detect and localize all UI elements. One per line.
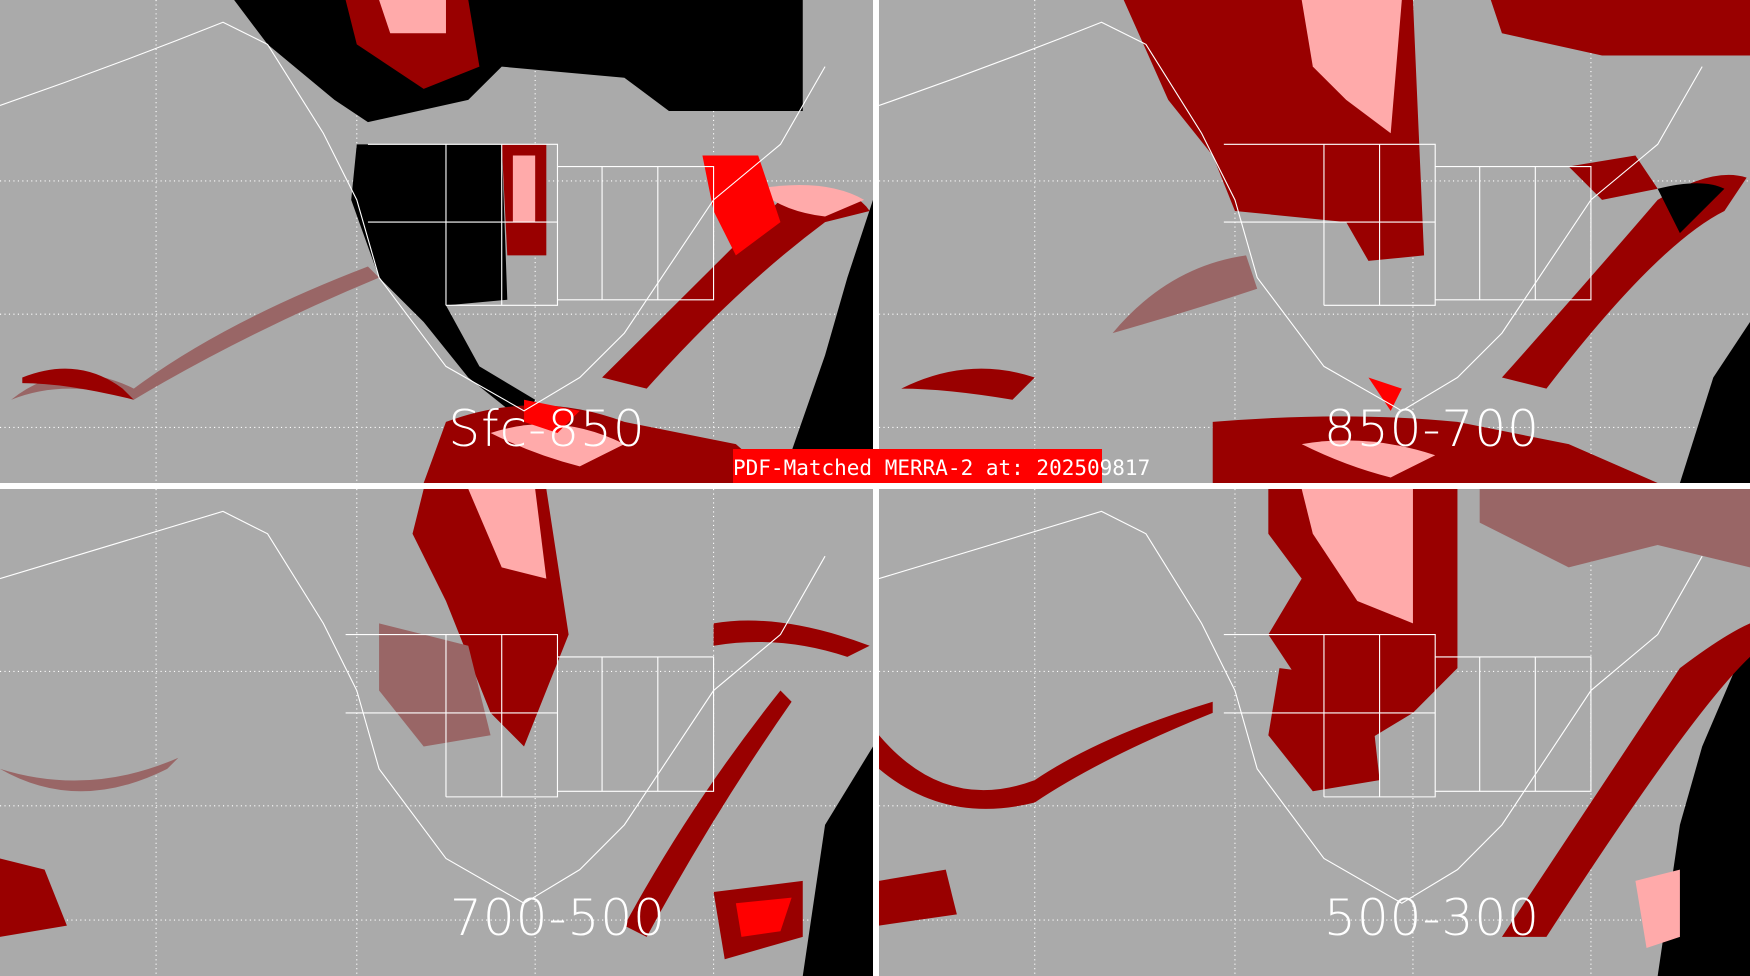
panel-700-500: 700-500 (0, 489, 873, 976)
panel-500-300: 500-300 (879, 489, 1750, 976)
no-data-region (234, 0, 803, 123)
map-700-500 (0, 489, 873, 976)
coastlines (879, 21, 1703, 412)
map-sfc-850 (0, 0, 873, 483)
panel-label: 500-300 (1324, 889, 1540, 947)
panel-850-700: 850-700 (879, 0, 1750, 483)
panel-label: Sfc-850 (448, 400, 646, 458)
no-data-region (351, 144, 536, 422)
panel-sfc-850: Sfc-850 (0, 0, 873, 483)
panel-label: 700-500 (450, 889, 666, 947)
coastlines (0, 510, 826, 904)
no-data-region (780, 199, 873, 483)
coastlines (879, 510, 1703, 904)
map-500-300 (879, 489, 1750, 976)
map-850-700 (879, 0, 1750, 483)
figure-title: PDF-Matched MERRA-2 at: 202509817 (733, 456, 1151, 480)
no-data-region (802, 746, 873, 976)
no-data-region (1679, 322, 1750, 483)
panel-label: 850-700 (1324, 400, 1540, 458)
no-data-region (1657, 634, 1750, 976)
title-background (733, 449, 1102, 483)
coastlines (0, 21, 826, 412)
